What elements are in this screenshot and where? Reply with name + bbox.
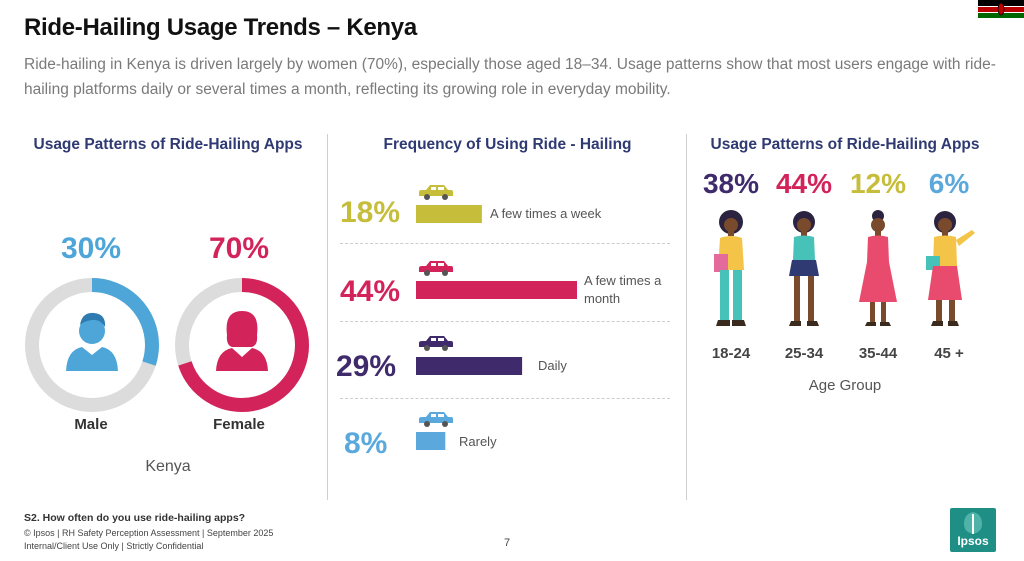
ipsos-logo-text: Ipsos xyxy=(957,534,989,548)
male-person-icon xyxy=(66,312,118,371)
gender-chart-title: Usage Patterns of Ride-Hailing Apps xyxy=(33,136,303,153)
freq-label-monthly: A few times a month xyxy=(584,273,662,306)
age-label-45-plus: 45 + xyxy=(934,345,964,362)
female-donut-slice xyxy=(175,278,309,412)
kenya-flag-icon xyxy=(978,0,1024,18)
female-percentage: 70% xyxy=(208,232,270,265)
page-number: 7 xyxy=(504,537,511,549)
freq-label-weekly: A few times a week xyxy=(490,206,602,221)
age-label-35-44: 35-44 xyxy=(858,345,898,362)
freq-value-rarely: 8% xyxy=(344,427,388,460)
frequency-chart-title: Frequency of Using Ride - Hailing xyxy=(383,136,632,153)
car-icon xyxy=(419,185,453,200)
car-icon xyxy=(419,336,453,351)
freq-value-weekly: 18% xyxy=(340,196,401,229)
freq-bar-rarely xyxy=(416,432,446,450)
woman-figure-18-24 xyxy=(714,210,746,326)
female-label: Female xyxy=(213,416,265,433)
age-axis-label: Age Group xyxy=(808,377,882,394)
column-divider xyxy=(327,134,328,500)
page-subtitle: Ride-hailing in Kenya is driven largely … xyxy=(24,56,996,98)
country-label: Kenya xyxy=(145,458,191,475)
freq-bar-monthly-rect xyxy=(416,281,577,299)
row-divider xyxy=(340,243,670,244)
woman-figure-25-34 xyxy=(789,211,819,326)
column-divider xyxy=(686,134,687,500)
page-title: Ride-Hailing Usage Trends – Kenya xyxy=(24,14,417,41)
survey-question: S2. How often do you use ride-hailing ap… xyxy=(24,512,246,524)
row-divider xyxy=(340,398,670,399)
male-donut xyxy=(25,278,159,412)
confidentiality-text: Internal/Client Use Only | Strictly Conf… xyxy=(24,541,204,551)
car-icon xyxy=(419,261,453,276)
freq-bar-weekly-rect xyxy=(416,205,482,223)
female-donut xyxy=(175,278,309,412)
male-label: Male xyxy=(74,416,108,433)
freq-value-monthly: 44% xyxy=(340,275,401,308)
row-divider xyxy=(340,321,670,322)
freq-bar-daily xyxy=(416,357,523,375)
woman-figure-35-44 xyxy=(859,210,897,326)
woman-figure-45-plus xyxy=(926,211,975,326)
ipsos-logo-icon xyxy=(964,512,982,534)
age-value-25-34: 44% xyxy=(775,168,833,199)
freq-bar-daily-rect xyxy=(416,357,523,375)
female-person-icon xyxy=(216,311,268,371)
copyright-text: © Ipsos | RH Safety Perception Assessmen… xyxy=(24,528,274,538)
age-label-18-24: 18-24 xyxy=(711,345,751,362)
car-icon xyxy=(419,412,453,427)
age-value-45-plus: 6% xyxy=(928,168,970,199)
freq-label-rarely: Rarely xyxy=(459,434,497,449)
freq-bar-monthly xyxy=(416,281,577,299)
freq-label-daily: Daily xyxy=(538,358,567,373)
freq-bar-rarely-rect xyxy=(416,432,446,450)
male-donut-slice xyxy=(25,278,159,412)
age-chart-title: Usage Patterns of Ride-Hailing Apps xyxy=(710,136,980,153)
age-label-25-34: 25-34 xyxy=(784,345,824,362)
age-value-18-24: 38% xyxy=(702,168,760,199)
age-value-35-44: 12% xyxy=(849,168,907,199)
male-percentage: 30% xyxy=(60,232,122,265)
ipsos-logo xyxy=(950,508,996,552)
freq-bar-weekly xyxy=(416,205,482,223)
freq-value-daily: 29% xyxy=(336,350,397,383)
